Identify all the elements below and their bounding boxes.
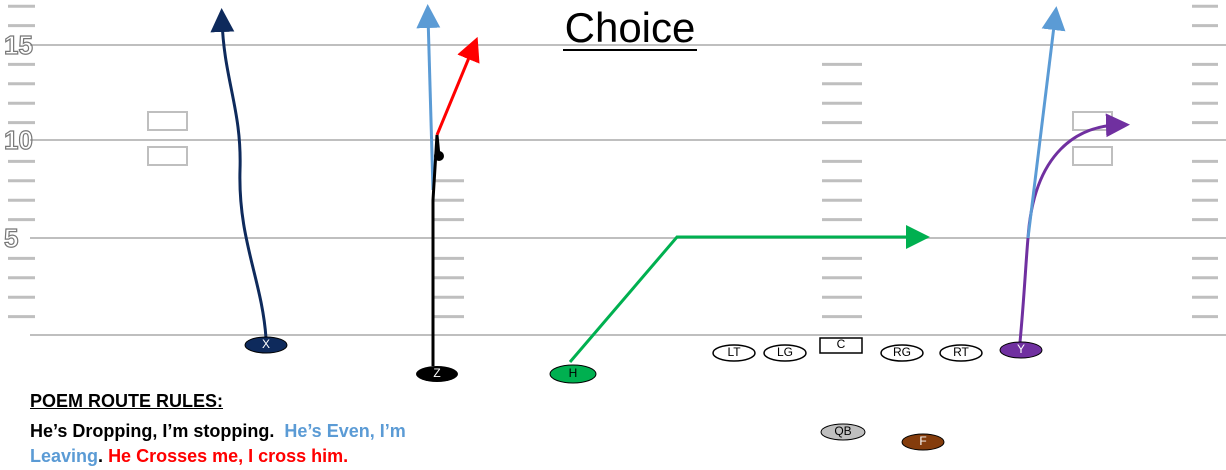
player bbox=[939, 344, 983, 362]
rule: He Crosses me, I cross him. bbox=[108, 446, 349, 466]
player-label: Z bbox=[433, 366, 440, 380]
player bbox=[999, 341, 1043, 359]
rule: He’s Dropping, I’m stopping. bbox=[30, 421, 275, 441]
rules-text: He’s Dropping, I’m stopping. He’s Even, … bbox=[30, 419, 470, 469]
yard-number: 10 bbox=[4, 125, 33, 155]
player bbox=[901, 433, 945, 451]
players: X Z H LT LG C RG RT Y QB F bbox=[244, 336, 1043, 451]
rule: . bbox=[98, 446, 104, 466]
route-point bbox=[434, 151, 444, 161]
player bbox=[763, 344, 807, 362]
yard-lines bbox=[30, 44, 1226, 336]
player bbox=[820, 423, 866, 441]
rules-heading: POEM ROUTE RULES: bbox=[30, 391, 224, 411]
player bbox=[819, 337, 863, 354]
player-label: H bbox=[569, 366, 578, 380]
hash-marks bbox=[8, 4, 1218, 319]
player bbox=[549, 364, 597, 384]
player-label: C bbox=[837, 337, 846, 351]
player bbox=[880, 344, 924, 362]
player-label: Y bbox=[1017, 342, 1025, 356]
player bbox=[416, 366, 458, 382]
routes bbox=[210, 4, 1130, 366]
player-label: LG bbox=[777, 345, 793, 359]
title: Choice bbox=[565, 4, 696, 51]
boxes bbox=[147, 111, 1113, 166]
player bbox=[244, 336, 288, 354]
player-label: LT bbox=[727, 345, 741, 359]
player-label: RG bbox=[893, 345, 911, 359]
yard-number: 5 bbox=[4, 223, 18, 253]
player-label: X bbox=[262, 337, 270, 351]
yard-number: 15 bbox=[4, 30, 33, 60]
rule: He’s Even, I’m Leaving bbox=[30, 421, 406, 466]
player-label: QB bbox=[834, 424, 851, 438]
player-label: F bbox=[919, 434, 926, 448]
player-label: RT bbox=[953, 345, 969, 359]
player bbox=[712, 344, 756, 362]
